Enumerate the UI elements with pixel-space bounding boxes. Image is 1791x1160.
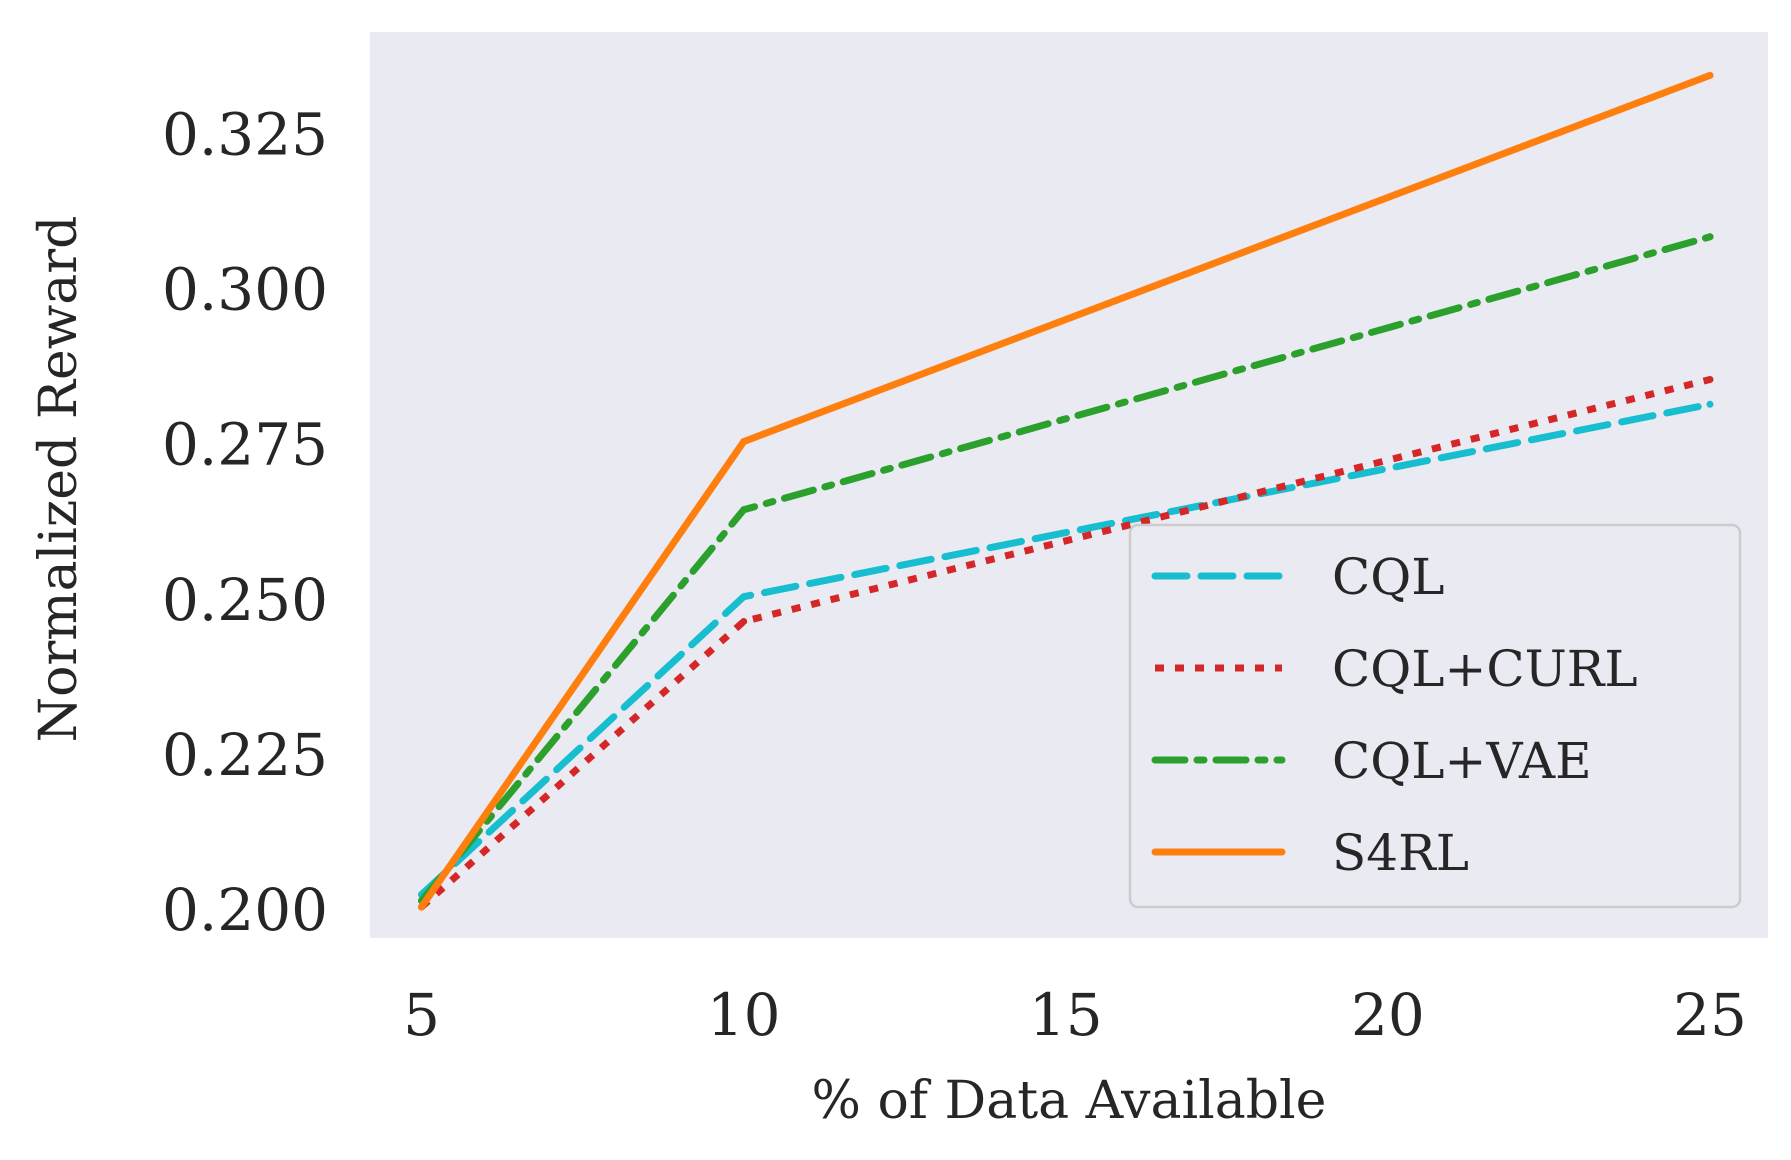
legend-label: CQL bbox=[1332, 548, 1444, 606]
data-point bbox=[1706, 71, 1714, 79]
legend-box bbox=[1128, 523, 1742, 909]
x-axis-ticks: 5 10 15 20 25 bbox=[403, 981, 1747, 1049]
y-tick-label: 0.200 bbox=[162, 876, 328, 944]
y-tick-label: 0.275 bbox=[162, 411, 328, 479]
data-point bbox=[740, 506, 748, 514]
x-tick-label: 5 bbox=[403, 981, 440, 1049]
x-axis-label: % of Data Available bbox=[812, 1071, 1327, 1131]
legend-label: S4RL bbox=[1332, 824, 1469, 882]
series-line-cql-curl bbox=[419, 376, 1711, 910]
legend-label: CQL+CURL bbox=[1332, 640, 1638, 698]
x-tick-label: 20 bbox=[1351, 981, 1425, 1049]
y-tick-label: 0.225 bbox=[162, 721, 328, 789]
y-axis-label: Normalized Reward bbox=[29, 216, 89, 743]
data-point bbox=[418, 903, 425, 911]
y-axis-ticks: 0.200 0.225 0.250 0.275 0.300 0.325 bbox=[162, 100, 328, 944]
y-tick-label: 0.250 bbox=[162, 566, 328, 634]
y-tick-label: 0.300 bbox=[162, 256, 328, 324]
legend: CQL CQL+CURL CQL+VAE S4RL bbox=[1128, 523, 1742, 909]
data-point bbox=[740, 593, 748, 601]
data-point bbox=[740, 438, 748, 446]
data-point bbox=[1706, 400, 1714, 408]
data-point bbox=[740, 618, 748, 625]
x-tick-label: 25 bbox=[1673, 981, 1747, 1049]
y-tick-label: 0.325 bbox=[162, 100, 328, 168]
series-lines bbox=[418, 71, 1714, 911]
x-tick-label: 15 bbox=[1029, 981, 1103, 1049]
x-tick-label: 10 bbox=[707, 981, 781, 1049]
legend-label: CQL+VAE bbox=[1332, 732, 1592, 790]
data-point bbox=[1706, 376, 1714, 383]
data-point bbox=[1706, 233, 1714, 241]
